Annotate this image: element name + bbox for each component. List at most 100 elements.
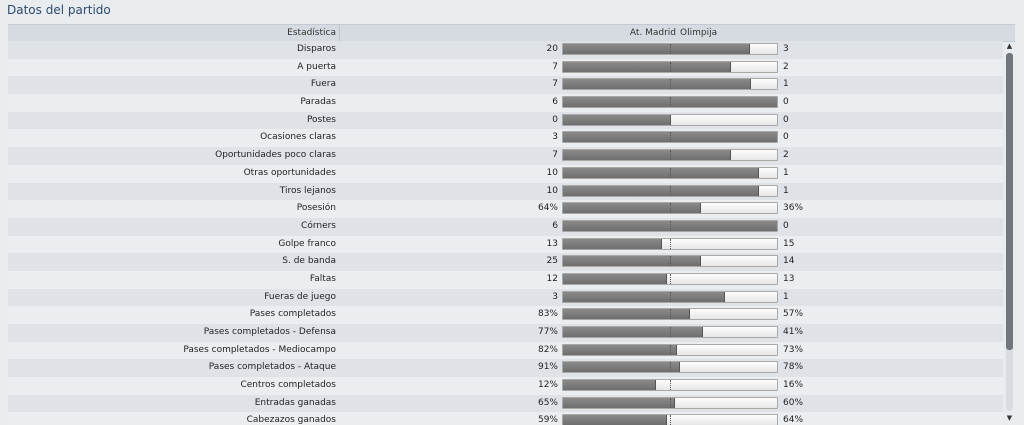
away-value: 13 [783,273,795,284]
away-value: 57% [783,309,804,320]
comparison-bar [562,343,778,356]
away-value: 1 [783,185,789,196]
stat-label: Pases completados - Defensa [203,327,336,337]
home-value: 65% [537,397,558,408]
midpoint-marker [670,256,671,267]
stat-row: Golpe franco 13 15 [8,235,1003,254]
midpoint-marker [670,167,671,178]
home-value: 91% [537,362,558,373]
stat-row: Disparos 20 3 [8,41,1003,59]
midpoint-marker [670,273,671,284]
away-value: 0 [783,220,789,231]
home-share-fill [563,380,657,391]
stat-row: Pases completados 83% 57% [8,306,1003,324]
away-value: 16% [783,380,804,391]
comparison-bar [562,113,778,126]
stat-row: Postes 0 0 [8,111,1003,130]
midpoint-marker [670,309,671,320]
away-value: 41% [783,327,804,337]
stat-label: Fueras de juego [264,291,336,302]
stat-label: Pases completados [249,309,336,320]
stat-label: Postes [306,114,336,125]
midpoint-marker [670,327,671,337]
stat-row: Fueras de juego 3 1 [8,288,1003,307]
midpoint-marker [670,203,671,214]
away-value: 73% [783,344,804,355]
home-share-fill [563,256,701,267]
home-value: 10 [546,185,558,196]
home-share-fill [563,79,752,90]
stat-row: Pases completados - Mediocampo 82% 73% [8,341,1003,360]
midpoint-marker [670,238,671,249]
midpoint-marker [670,61,671,72]
stat-label: Centros completados [240,380,336,391]
home-share-fill [563,309,691,320]
home-value: 12% [537,380,558,391]
stat-label: Entradas ganadas [254,397,336,408]
stat-label: Posesión [296,203,336,214]
midpoint-marker [670,362,671,373]
stat-label: Cabezazos ganados [246,415,336,425]
stat-row: S. de banda 25 14 [8,253,1003,271]
stat-label: Golpe franco [278,238,336,249]
home-share-fill [563,203,701,214]
stat-label: Otras oportunidades [243,167,336,178]
away-value: 0 [783,114,789,125]
stat-row: Centros completados 12% 16% [8,377,1003,395]
stat-row: Ocasiones claras 3 0 [8,129,1003,148]
stat-label: Oportunidades poco claras [215,150,336,161]
home-value: 7 [552,150,558,161]
home-value: 7 [552,61,558,72]
stat-row: Posesión 64% 36% [8,200,1003,218]
away-value: 64% [783,415,804,425]
stat-row: Tiros lejanos 10 1 [8,182,1003,201]
stat-row: Fuera 7 1 [8,76,1003,95]
stats-table-body: Disparos 20 3 A puerta 7 2 Fuera 7 1 Paradas 6 0 Pos… [8,41,1003,425]
comparison-bar [562,361,778,374]
home-share-fill [563,362,680,373]
vertical-scrollbar[interactable]: ▲ ▼ [1004,41,1015,425]
midpoint-marker [670,397,671,408]
home-value: 6 [552,220,558,231]
midpoint-marker [670,132,671,143]
home-value: 3 [552,291,558,302]
midpoint-marker [670,220,671,231]
home-share-fill [563,397,676,408]
column-header-away-team: Olimpija [680,28,718,38]
stat-label: Tiros lejanos [279,185,336,196]
panel-title: Datos del partido [7,3,111,17]
home-share-fill [563,327,704,337]
away-value: 0 [783,132,789,143]
scroll-down-icon[interactable]: ▼ [1006,414,1013,422]
stat-row: Entradas ganadas 65% 60% [8,394,1003,413]
comparison-bar [562,43,778,55]
column-header-stat[interactable]: Estadística [287,28,336,38]
home-value: 3 [552,132,558,143]
stat-row: Pases completados - Ataque 91% 78% [8,359,1003,378]
away-value: 15 [783,238,795,249]
away-value: 0 [783,97,789,108]
comparison-bar [562,96,778,109]
midpoint-marker [670,185,671,196]
stat-label: Pases completados - Ataque [208,362,336,373]
midpoint-marker [670,44,671,54]
column-divider [339,25,340,41]
midpoint-marker [670,97,671,108]
stat-label: S. de banda [282,256,336,267]
comparison-bar [562,326,778,338]
stat-label: Faltas [309,273,336,284]
home-value: 82% [537,344,558,355]
comparison-bar [562,414,778,425]
comparison-bar [562,202,778,215]
home-value: 10 [546,167,558,178]
scroll-up-icon[interactable]: ▲ [1006,42,1013,50]
comparison-bar [562,396,778,409]
comparison-bar [562,379,778,392]
away-value: 2 [783,150,789,161]
away-value: 1 [783,291,789,302]
home-value: 59% [537,415,558,425]
stat-label: A puerta [297,61,336,72]
home-share-fill [563,415,667,425]
scroll-thumb[interactable] [1006,53,1013,350]
midpoint-marker [670,114,671,125]
